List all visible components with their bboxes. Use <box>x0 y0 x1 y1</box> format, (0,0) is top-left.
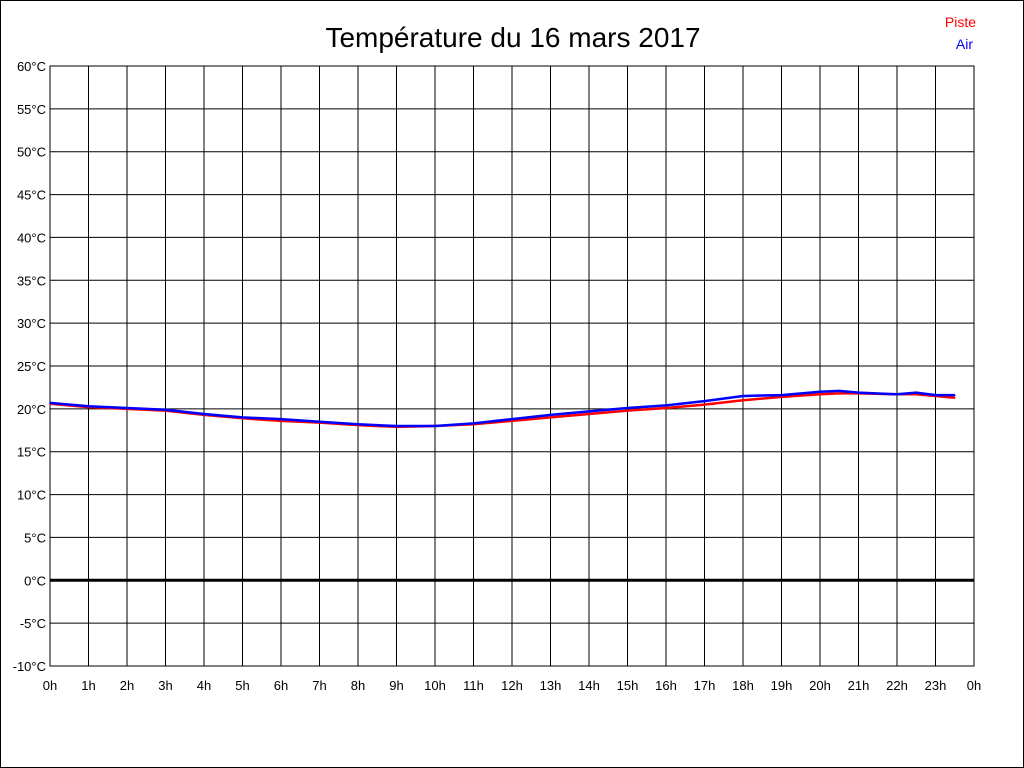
x-tick-label: 0h <box>967 678 981 693</box>
data-point-air <box>511 418 513 420</box>
x-tick-label: 11h <box>463 678 484 693</box>
y-tick-label: 55°C <box>17 102 46 117</box>
y-tick-label: 30°C <box>17 316 46 331</box>
data-point-air <box>915 391 918 394</box>
x-tick-label: 9h <box>389 678 403 693</box>
data-point-piste <box>665 407 667 409</box>
data-point-air <box>357 423 359 426</box>
x-tick-label: 8h <box>351 678 365 693</box>
data-point-air <box>126 407 128 409</box>
data-point-air <box>665 404 667 407</box>
chart-title: Température du 16 mars 2017 <box>325 22 700 53</box>
data-point-air <box>703 400 706 402</box>
data-point-piste <box>838 392 841 395</box>
x-tick-label: 18h <box>732 678 754 693</box>
y-tick-label: 15°C <box>17 445 46 460</box>
data-point-piste <box>742 399 744 402</box>
data-point-air <box>164 408 167 411</box>
data-point-air <box>934 394 937 396</box>
data-point-piste <box>703 403 706 406</box>
data-point-air <box>472 422 475 425</box>
y-tick-label: 0°C <box>24 573 46 588</box>
y-tick-label: -5°C <box>20 616 46 631</box>
y-tick-label: 5°C <box>24 530 46 545</box>
data-point-piste <box>780 396 783 398</box>
data-point-air <box>318 420 321 423</box>
x-tick-label: 23h <box>925 678 947 693</box>
data-point-piste <box>280 420 282 422</box>
data-point-piste <box>626 409 629 412</box>
x-tick-label: 4h <box>197 678 211 693</box>
data-point-air <box>742 395 744 397</box>
x-tick-label: 5h <box>235 678 249 693</box>
y-tick-label: -10°C <box>13 659 46 674</box>
x-tick-label: 15h <box>617 678 639 693</box>
y-tick-label: 10°C <box>17 488 46 503</box>
x-tick-label: 19h <box>771 678 793 693</box>
x-tick-label: 0h <box>43 678 57 693</box>
data-point-air <box>87 405 90 408</box>
x-tick-label: 1h <box>81 678 95 693</box>
x-tick-label: 21h <box>848 678 870 693</box>
x-tick-label: 13h <box>540 678 562 693</box>
data-point-air <box>588 410 590 413</box>
x-tick-label: 20h <box>809 678 831 693</box>
y-tick-label: 50°C <box>17 145 46 160</box>
x-tick-label: 2h <box>120 678 134 693</box>
y-tick-label: 20°C <box>17 402 46 417</box>
x-tick-label: 6h <box>274 678 288 693</box>
data-point-air <box>953 394 956 396</box>
data-point-air <box>780 394 783 396</box>
data-point-air <box>203 413 205 415</box>
x-tick-label: 12h <box>501 678 523 693</box>
y-tick-label: 40°C <box>17 230 46 245</box>
data-point-air <box>896 393 898 396</box>
y-tick-label: 60°C <box>17 59 46 74</box>
legend-piste: Piste <box>945 14 976 30</box>
x-tick-label: 14h <box>578 678 600 693</box>
data-point-air <box>49 402 51 404</box>
data-point-air <box>241 416 244 419</box>
data-point-air <box>280 418 282 420</box>
data-point-piste <box>819 393 821 396</box>
x-tick-label: 17h <box>694 678 716 693</box>
data-point-air <box>857 391 860 394</box>
y-tick-label: 45°C <box>17 188 46 203</box>
data-point-air <box>626 407 629 409</box>
x-tick-label: 22h <box>886 678 908 693</box>
y-tick-label: 25°C <box>17 359 46 374</box>
data-point-air <box>549 414 552 416</box>
data-point-air <box>395 425 398 427</box>
data-point-air <box>838 390 841 392</box>
data-point-piste <box>953 396 956 399</box>
data-point-air <box>819 390 821 393</box>
x-tick-label: 16h <box>655 678 677 693</box>
series-line-piste <box>49 392 955 429</box>
data-point-air <box>434 425 436 427</box>
x-tick-label: 7h <box>312 678 326 693</box>
y-tick-label: 35°C <box>17 273 46 288</box>
data-point-piste <box>549 416 552 419</box>
data-point-piste <box>511 420 513 422</box>
x-tick-label: 10h <box>424 678 446 693</box>
x-tick-label: 3h <box>158 678 172 693</box>
data-point-piste <box>588 413 590 415</box>
legend-air: Air <box>956 36 973 52</box>
